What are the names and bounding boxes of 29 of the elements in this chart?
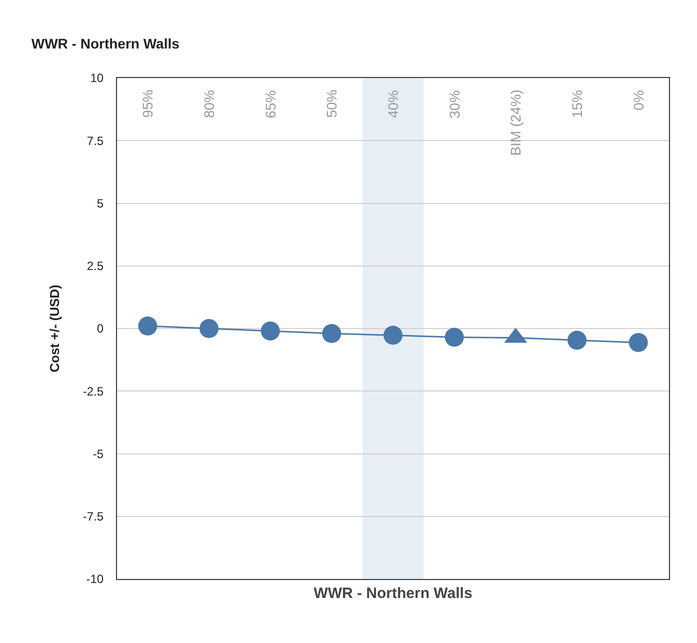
point <box>260 322 280 340</box>
y-tick-label: -10 <box>86 572 104 586</box>
x-tick-label: BIM (24%) <box>508 90 524 156</box>
y-axis-title: Cost +/- (USD) <box>46 284 62 372</box>
x-tick-label: 15% <box>568 90 585 118</box>
y-tick-label: 5 <box>96 196 104 210</box>
x-tick-label: 65% <box>262 90 278 118</box>
y-tick-label: 7.5 <box>86 134 104 148</box>
x-tick-label: 0% <box>630 90 646 110</box>
y-tick-label: 2.5 <box>86 259 104 274</box>
point <box>200 319 218 338</box>
x-tick-label: 50% <box>324 90 340 118</box>
x-tick-label: 95% <box>140 90 156 118</box>
point <box>444 328 464 347</box>
y-tick-label: 0 <box>96 322 104 336</box>
y-tick-label: 10 <box>90 71 104 86</box>
point <box>384 326 402 345</box>
chart-title: WWR - Northern Walls <box>31 35 180 52</box>
x-tick-label: 30% <box>446 90 462 118</box>
point <box>568 330 586 350</box>
y-tick-label: -7.5 <box>82 510 104 524</box>
x-tick-label: 80% <box>200 90 217 118</box>
x-tick-label: 40% <box>384 90 401 118</box>
point <box>322 324 342 343</box>
y-tick-label: -5 <box>92 446 104 461</box>
x-axis-title: WWR - Northern Walls <box>314 585 472 602</box>
point <box>138 316 158 336</box>
y-tick-label: -2.5 <box>82 384 104 398</box>
point <box>628 333 648 352</box>
